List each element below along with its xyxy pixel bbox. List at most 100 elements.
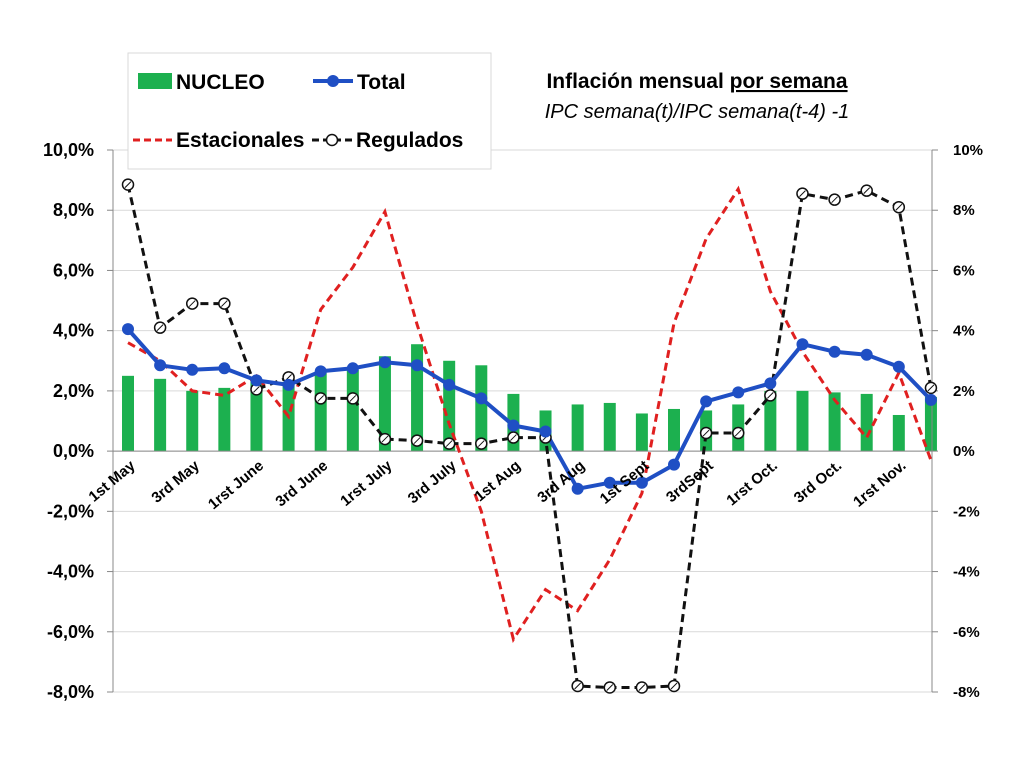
marker-regulados [507,431,520,444]
marker-regulados-slash [381,435,389,443]
marker-total [828,345,841,358]
y-tick-label-right: -6% [953,624,980,641]
bar-nucleo [154,378,167,452]
marker-regulados [892,200,906,214]
bar-nucleo [924,396,937,452]
y-tick-label-right: -8% [953,684,980,701]
marker-regulados-slash [445,440,453,447]
x-tick-label: 1rst July [337,457,396,510]
marker-regulados [475,437,488,450]
chart-title-prefix: Inflación mensual [546,70,729,93]
marker-total [603,476,616,489]
marker-regulados [924,381,938,395]
y-tick-label-right: 10% [953,142,983,159]
marker-regulados-slash [831,196,838,204]
bar-nucleo [378,356,391,452]
marker-regulados-slash [702,429,710,437]
legend-marker-regulados [325,133,339,147]
bar-nucleo [411,344,424,452]
marker-total [571,482,584,495]
marker-regulados-slash [349,395,357,402]
marker-regulados [828,193,841,206]
marker-total [186,363,199,376]
bar-nucleo [892,414,905,452]
marker-total [860,348,873,361]
marker-total [764,377,777,390]
legend-marker-total [327,75,339,87]
x-tick-label: 3rd Aug [534,457,588,506]
x-tick-label: 1st Aug [471,457,524,505]
marker-total [282,378,295,391]
bar-nucleo [603,402,616,452]
marker-total [732,386,745,399]
bar-nucleo [218,387,231,452]
gridlines [113,149,932,693]
y-tick-label-right: 8% [953,202,975,219]
marker-regulados [796,187,809,200]
marker-total [346,362,359,375]
marker-regulados [410,434,424,447]
x-tick-label: 1rst June [205,457,267,513]
marker-total [539,425,552,438]
marker-total [700,395,713,408]
y-tick-label-left: 2,0% [53,381,94,401]
x-tick-label: 1st May [85,457,139,506]
bar-nucleo [571,404,584,452]
marker-total [924,393,937,406]
y-tick-label-left: 4,0% [53,321,94,341]
marker-total [443,378,456,391]
x-tick-label: 3rd Oct. [791,457,845,506]
x-tick-label: 1rst Nov. [850,457,909,511]
marker-regulados-slash [927,384,935,392]
y-tick-label-right: 0% [953,443,975,460]
marker-total [122,323,134,336]
marker-regulados-slash [317,395,325,402]
legend-label-total: Total [357,71,406,94]
marker-regulados-slash [670,682,678,690]
bar-nucleo [346,369,359,452]
marker-regulados [764,389,777,402]
marker-regulados-slash [188,300,196,307]
legend-label-nucleo: NUCLEO [176,71,265,94]
marker-regulados-slash [734,429,742,437]
marker-regulados-slash [220,300,228,307]
marker-regulados [153,321,167,334]
marker-regulados [731,426,745,440]
y-tick-label-right: 2% [953,383,975,400]
marker-total [475,392,488,405]
y-tick-label-left: -4,0% [47,562,94,582]
marker-regulados [378,432,392,446]
bar-nucleo [475,365,488,452]
marker-total [218,362,231,375]
marker-total [796,338,809,351]
marker-regulados-slash [124,181,132,188]
marker-regulados [346,392,360,405]
bar-nucleo [796,390,809,452]
marker-total [250,374,263,387]
bar-nucleo [314,372,327,452]
y-tick-label-left: -2,0% [47,501,94,521]
bar-nucleo [635,413,648,452]
bar-nucleo [186,390,199,452]
y-tick-label-right: 6% [953,262,975,279]
marker-total [635,476,648,489]
marker-regulados [185,297,199,310]
marker-regulados [442,437,456,450]
marker-total [314,365,327,378]
y-tick-label-right: -4% [953,564,980,581]
y-tick-label-left: -6,0% [47,622,94,642]
marker-regulados-slash [574,682,582,690]
marker-regulados [667,679,681,693]
bar-nucleo [122,375,134,452]
x-tick-label: 3rd May [148,457,203,507]
series-markers [121,178,938,694]
y-tick-label-left: 8,0% [53,200,94,220]
y-tick-label-left: -8,0% [47,682,94,702]
marker-regulados [603,681,617,694]
marker-total [507,419,520,432]
marker-regulados-slash [863,187,871,195]
y-tick-label-left: 6,0% [53,260,94,280]
marker-regulados [699,426,713,440]
x-tick-label: 3rd July [405,457,460,507]
